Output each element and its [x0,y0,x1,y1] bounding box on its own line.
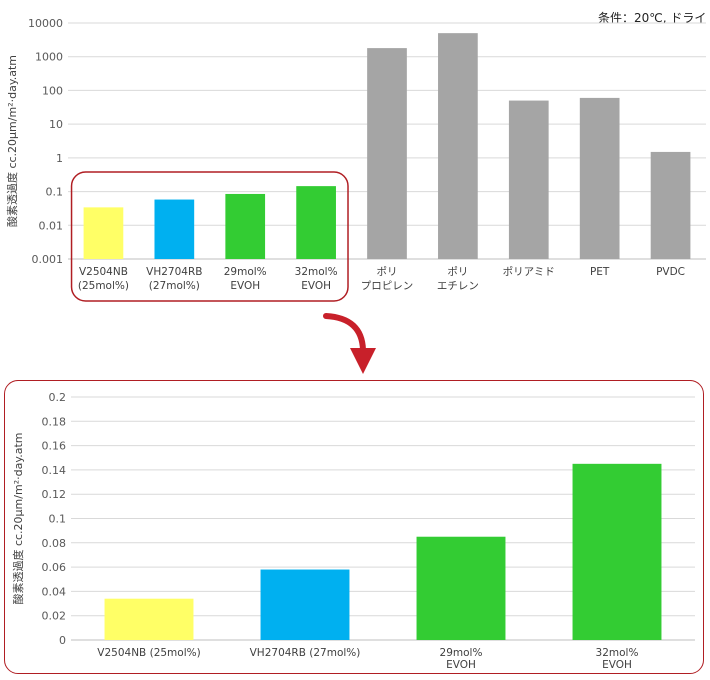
x-category-label: EVOH [230,280,260,292]
x-category-label: EVOH [602,659,632,671]
y-tick-label: 1 [56,152,63,165]
bar [508,100,549,260]
y-tick-label: 100 [42,84,63,97]
x-category-label: ポリアミド [503,266,555,278]
arrow-shaft [323,313,366,353]
bar [154,199,195,259]
x-category-label: VH2704RB (27mol%) [250,647,361,659]
bar [416,536,506,640]
x-category-label: PET [590,266,610,278]
highlight-box [70,171,349,302]
y-tick-label: 0.16 [42,440,67,453]
x-category-label: EVOH [446,659,476,671]
x-category-label: ポリ [447,266,468,278]
y-tick-label: 0.02 [42,610,67,623]
y-tick-label: 0.01 [39,219,64,232]
bar [650,151,691,259]
y-tick-label: 0.2 [49,391,67,404]
bar [104,598,194,640]
bar [83,207,124,259]
y-tick-label: 10000 [28,17,63,30]
zoomed-chart-frame: 0 0.02 0.04 0.06 0.08 0.1 0.12 0.14 0.16 0.18 0.2 V… [4,380,704,674]
y-tick-label: 0.001 [32,253,64,266]
y-tick-label: 0.14 [42,464,67,477]
x-category-label: VH2704RB [146,266,202,278]
x-category-label: 29mol% [440,647,483,659]
arrow-head [350,348,376,374]
x-category-label: 32mol% [295,266,338,278]
x-category-label: V2504NB (25mol%) [97,647,200,659]
x-category-label: プロピレン [361,280,414,292]
y-tick-label: 10 [49,118,63,131]
y-tick-label: 0 [59,634,66,647]
y-tick-label: 0.12 [42,488,67,501]
bar [260,569,350,640]
x-category-label: (25mol%) [78,280,129,292]
bar [296,186,336,259]
x-category-label: PVDC [656,266,685,278]
y-tick-label: 0.08 [42,537,67,550]
bar [579,97,620,259]
condition-note: 条件：20℃, ドライ [598,11,707,25]
log-scale-chart: 0.001 0.01 0.1 1 10 100 1000 10000 V2504NB (25mol… [5,17,706,302]
y-tick-label: 0.06 [42,561,67,574]
x-category-label: V2504NB [79,266,128,278]
x-category-label: 32mol% [596,647,639,659]
y-tick-label: 0.18 [42,415,67,428]
bar [572,463,662,640]
linear-scale-chart: 0 0.02 0.04 0.06 0.08 0.1 0.12 0.14 0.16 0.18 0.2 V… [11,391,695,671]
y-axis-title: 酸素透過度 cc.20μm/m²·day.atm [5,55,19,227]
x-category-label: EVOH [301,280,331,292]
x-category-label: エチレン [437,280,479,292]
x-category-label: (27mol%) [149,280,200,292]
bar [225,193,266,259]
y-tick-label: 0.1 [49,513,67,526]
x-category-label: ポリ [377,266,398,278]
y-axis-title: 酸素透過度 cc.20μm/m²·day.atm [11,432,25,604]
y-tick-label: 0.04 [42,585,67,598]
bar [367,48,407,259]
y-tick-label: 1000 [35,51,63,64]
y-tick-label: 0.1 [46,186,64,199]
bar [438,33,478,259]
x-category-label: 29mol% [224,266,267,278]
